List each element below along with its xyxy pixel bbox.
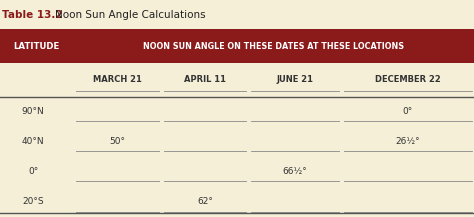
Text: 0°: 0° xyxy=(28,167,38,176)
Text: JUNE 21: JUNE 21 xyxy=(276,75,314,84)
Text: 66½°: 66½° xyxy=(283,167,308,176)
Text: 62°: 62° xyxy=(197,197,213,206)
Text: LATITUDE: LATITUDE xyxy=(14,42,60,51)
Text: APRIL 11: APRIL 11 xyxy=(184,75,226,84)
Text: Table 13.2: Table 13.2 xyxy=(2,10,63,20)
Text: 26½°: 26½° xyxy=(395,137,420,146)
Bar xyxy=(0,29,474,63)
Text: MARCH 21: MARCH 21 xyxy=(93,75,142,84)
Text: 40°N: 40°N xyxy=(22,137,45,146)
Text: Noon Sun Angle Calculations: Noon Sun Angle Calculations xyxy=(55,10,205,20)
Text: 20°S: 20°S xyxy=(22,197,44,206)
Text: 90°N: 90°N xyxy=(22,107,45,116)
Text: DECEMBER 22: DECEMBER 22 xyxy=(375,75,440,84)
Text: 50°: 50° xyxy=(109,137,125,146)
Text: NOON SUN ANGLE ON THESE DATES AT THESE LOCATIONS: NOON SUN ANGLE ON THESE DATES AT THESE L… xyxy=(143,42,404,51)
Text: 0°: 0° xyxy=(402,107,413,116)
